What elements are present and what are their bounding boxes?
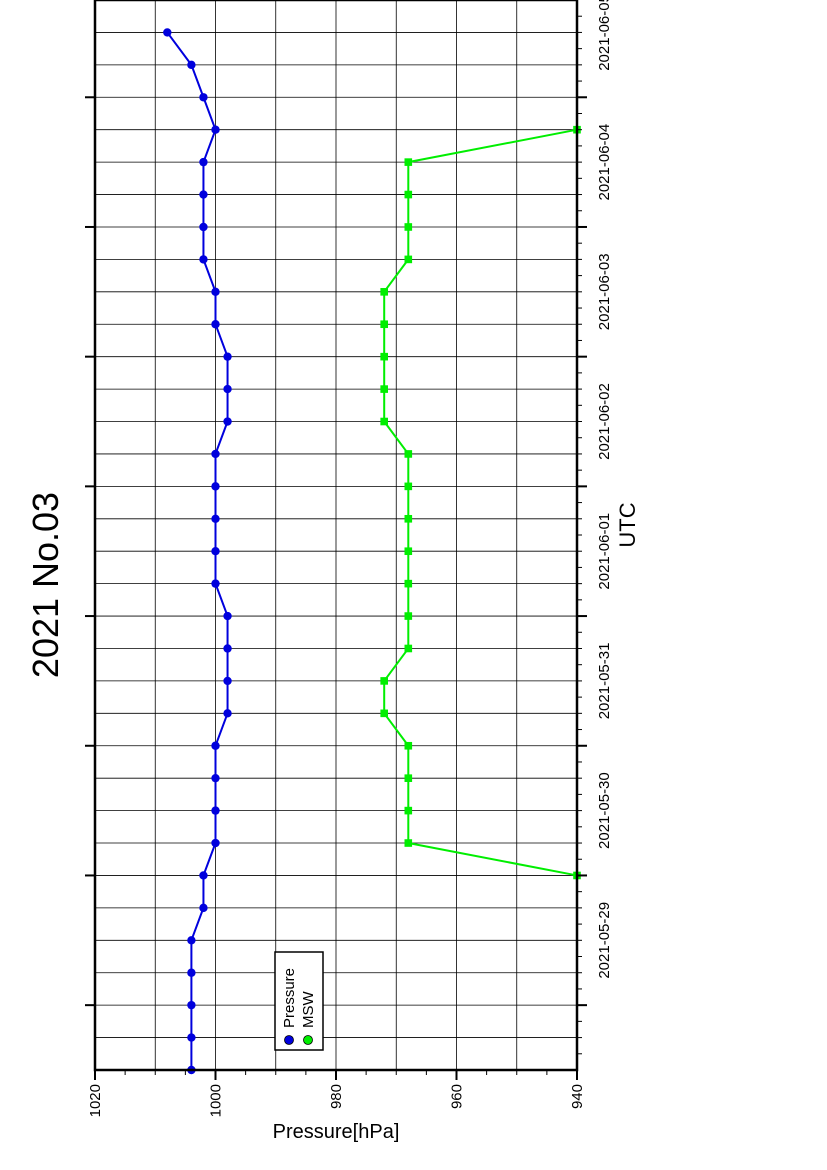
- legend: Pressure MSW: [274, 951, 324, 1051]
- grid: [95, 0, 577, 1070]
- data-point-msw: [404, 482, 413, 491]
- data-point-pressure: [211, 125, 220, 134]
- data-point-pressure: [187, 968, 196, 977]
- data-point-msw: [404, 806, 413, 815]
- axis-ticks: 2021-05-29 2021-05-30 2021-05-31 2021-06-01…: [85, 0, 613, 1117]
- data-point-pressure: [223, 644, 232, 653]
- x-tick-label: 2021-05-31: [596, 643, 613, 720]
- data-point-msw: [404, 190, 413, 199]
- data-point-pressure: [187, 1033, 196, 1042]
- x-tick-label: 2021-05-29: [596, 902, 613, 979]
- x-tick-label: 2021-06-03: [596, 253, 613, 330]
- data-point-pressure: [187, 60, 196, 70]
- data-point-msw: [404, 547, 413, 556]
- data-point-msw: [380, 288, 388, 296]
- data-point-pressure: [211, 547, 220, 556]
- data-point-pressure: [211, 320, 220, 329]
- chart-title: 2021 No.03: [25, 492, 66, 678]
- y-tick-label: 940: [569, 1084, 586, 1109]
- rotated-plot-group: 2021-05-29 2021-05-30 2021-05-31 2021-06-01…: [25, 0, 640, 1143]
- legend-box: [274, 951, 324, 1051]
- data-point-msw: [404, 644, 413, 653]
- y-axis-label: Pressure[hPa]: [273, 1121, 400, 1143]
- data-point-msw: [404, 741, 413, 750]
- x-tick-label: 2021-06-01: [596, 513, 613, 590]
- data-point-msw: [380, 320, 388, 329]
- data-point-msw: [380, 385, 388, 393]
- data-point-pressure: [211, 838, 220, 848]
- data-point-pressure: [211, 482, 220, 491]
- data-point-msw: [380, 677, 388, 685]
- legend-marker-msw: [303, 1035, 313, 1045]
- data-point-pressure: [211, 773, 220, 783]
- y-tick-label: 960: [449, 1084, 466, 1109]
- data-point-pressure: [223, 384, 232, 394]
- data-point-msw: [380, 709, 388, 718]
- data-point-msw: [404, 839, 413, 847]
- data-point-pressure: [211, 514, 220, 523]
- series-layer: [163, 28, 581, 1075]
- data-point-msw: [380, 352, 388, 361]
- data-point-msw: [404, 255, 413, 264]
- series-line-msw: [383, 128, 578, 877]
- data-point-pressure: [223, 352, 232, 361]
- data-point-pressure: [199, 222, 208, 232]
- data-point-pressure: [187, 1000, 196, 1010]
- data-point-pressure: [223, 417, 232, 426]
- data-point-pressure: [199, 871, 208, 880]
- data-point-pressure: [199, 255, 208, 264]
- data-point-pressure: [211, 449, 220, 459]
- data-point-pressure: [223, 709, 232, 718]
- data-point-pressure: [223, 676, 232, 686]
- data-point-msw: [404, 514, 413, 523]
- data-point-pressure: [199, 903, 208, 913]
- x-tick-label: 2021-06-02: [596, 383, 613, 460]
- data-point-pressure: [163, 28, 172, 37]
- data-point-msw: [404, 450, 413, 458]
- y-tick-label: 1000: [208, 1084, 225, 1117]
- data-point-pressure: [211, 806, 220, 815]
- data-point-pressure: [211, 579, 220, 588]
- y-tick-label: 980: [328, 1084, 345, 1109]
- x-tick-label: 2021-06-04: [596, 124, 613, 201]
- data-point-msw: [404, 774, 413, 782]
- legend-label-pressure: Pressure: [281, 968, 298, 1028]
- data-point-msw: [404, 579, 413, 588]
- data-point-pressure: [199, 157, 208, 167]
- data-point-pressure: [223, 611, 232, 621]
- data-point-msw: [404, 158, 413, 166]
- y-tick-label: 1020: [87, 1084, 104, 1117]
- data-point-pressure: [199, 93, 208, 102]
- x-axis-label: UTC: [615, 502, 640, 547]
- data-point-pressure: [187, 936, 196, 945]
- data-point-msw: [404, 223, 413, 231]
- legend-marker-pressure: [284, 1035, 294, 1045]
- legend-label-msw: MSW: [300, 991, 317, 1029]
- data-point-pressure: [199, 190, 208, 199]
- data-point-pressure: [211, 287, 220, 297]
- data-point-msw: [380, 417, 388, 426]
- x-tick-label: 2021-06-05: [596, 0, 613, 71]
- x-tick-label: 2021-05-30: [596, 772, 613, 849]
- data-point-msw: [404, 612, 413, 620]
- data-point-pressure: [211, 741, 220, 750]
